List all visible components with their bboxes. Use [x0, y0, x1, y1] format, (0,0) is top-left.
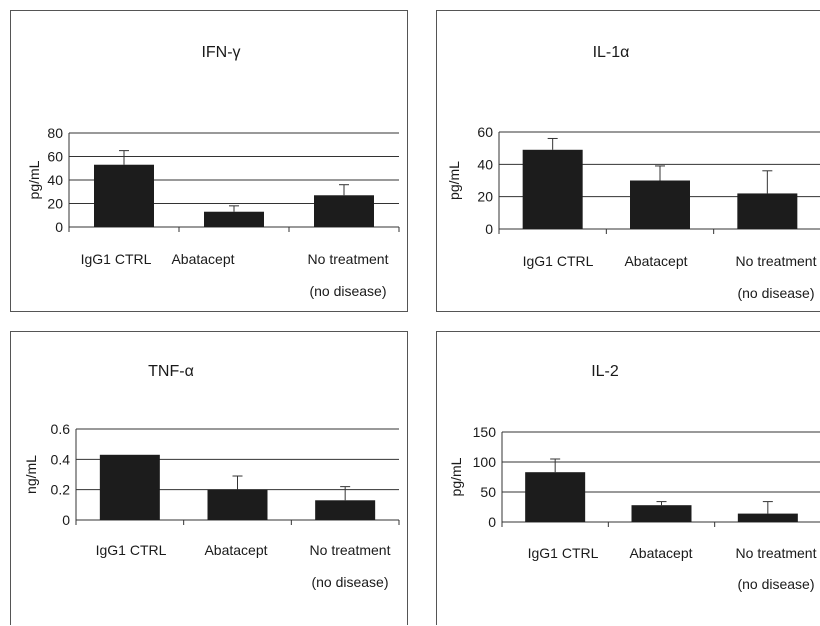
- category-sublabel: (no disease): [737, 576, 814, 592]
- bar-1: [630, 180, 690, 229]
- bar-0: [522, 149, 583, 229]
- category-label: Abatacept: [204, 542, 267, 558]
- y-tick-label: 20: [47, 196, 63, 212]
- bar-2: [737, 513, 798, 522]
- y-tick-label: 0: [488, 514, 496, 530]
- y-tick-label: 60: [47, 149, 63, 165]
- y-tick-label: 50: [480, 484, 496, 500]
- category-sublabel: (no disease): [737, 285, 814, 301]
- chart-title: IL-2: [591, 363, 619, 380]
- y-tick-label: 40: [477, 156, 493, 172]
- y-axis-label: pg/mL: [26, 160, 42, 199]
- chart-svg: IL-2 0 50 100 150 pg/mL IgG1 CTRL Abatacept No t…: [448, 363, 820, 592]
- chart-panel-ifn-gamma: IFN-γ 0 20 40 60 80 pg/mL IgG1 CTRL Abatacept No …: [10, 10, 408, 312]
- y-tick-label: 0.2: [51, 482, 71, 498]
- chart-svg: TNF-α 0 0.2 0.4 0.6 ng/mL IgG1 CTRL Abatacept No…: [23, 363, 400, 590]
- y-tick-label: 0.6: [51, 421, 71, 437]
- bar-0: [525, 472, 586, 522]
- y-tick-label: 100: [473, 454, 497, 470]
- bar-1: [207, 489, 268, 520]
- chart-svg: IL-1α 0 20 40 60 pg/mL IgG1 CTRL Abatacept No tr…: [446, 44, 820, 301]
- bar-0: [94, 164, 154, 227]
- bar-1: [204, 211, 264, 227]
- category-label: Abatacept: [171, 251, 234, 267]
- category-label: No treatment: [736, 545, 817, 561]
- chart-title: IFN-γ: [201, 44, 240, 61]
- chart-title: TNF-α: [148, 363, 194, 380]
- y-tick-label: 80: [47, 125, 63, 141]
- y-tick-label: 20: [477, 189, 493, 205]
- chart-panel-il-2: IL-2 0 50 100 150 pg/mL IgG1 CTRL Abatacept No t…: [436, 331, 820, 625]
- y-tick-label: 40: [47, 172, 63, 188]
- category-sublabel: (no disease): [309, 283, 386, 299]
- category-label: IgG1 CTRL: [528, 545, 599, 561]
- y-tick-label: 150: [473, 424, 497, 440]
- bar-0: [99, 454, 160, 520]
- bar-2: [315, 500, 376, 520]
- category-label: No treatment: [310, 542, 391, 558]
- chart-svg: IFN-γ 0 20 40 60 80 pg/mL IgG1 CTRL Abatacept No …: [26, 44, 400, 299]
- bar-2: [737, 193, 798, 229]
- category-label: IgG1 CTRL: [81, 251, 152, 267]
- category-label: IgG1 CTRL: [523, 253, 594, 269]
- y-tick-label: 0.4: [51, 451, 71, 467]
- category-sublabel: (no disease): [311, 574, 388, 590]
- y-axis-label: pg/mL: [446, 161, 462, 200]
- bar-1: [631, 505, 692, 522]
- chart-panel-il-1-alpha: IL-1α 0 20 40 60 pg/mL IgG1 CTRL Abatacept No tr…: [436, 10, 820, 312]
- chart-title: IL-1α: [593, 44, 630, 61]
- category-label: IgG1 CTRL: [96, 542, 167, 558]
- chart-panel-tnf-alpha: TNF-α 0 0.2 0.4 0.6 ng/mL IgG1 CTRL Abatacept No…: [10, 331, 408, 625]
- bar-2: [314, 195, 374, 227]
- y-tick-label: 60: [477, 124, 493, 140]
- y-axis-label: ng/mL: [23, 455, 39, 494]
- category-label: Abatacept: [624, 253, 687, 269]
- category-label: No treatment: [736, 253, 817, 269]
- y-axis-label: pg/mL: [448, 457, 464, 496]
- category-label: No treatment: [308, 251, 389, 267]
- category-label: Abatacept: [629, 545, 692, 561]
- y-tick-label: 0: [485, 221, 493, 237]
- y-tick-label: 0: [62, 512, 70, 528]
- y-tick-label: 0: [55, 219, 63, 235]
